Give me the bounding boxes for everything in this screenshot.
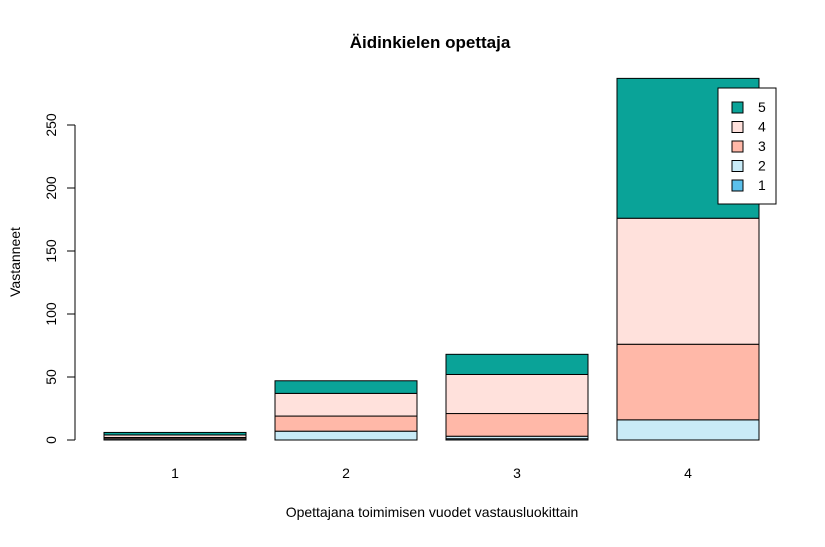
x-tick-label: 2 xyxy=(342,465,350,481)
bar-segment-2-series-5 xyxy=(274,380,418,394)
x-tick-label: 3 xyxy=(513,465,521,481)
legend-label-4: 4 xyxy=(758,119,766,135)
bar-segment-4-series-3 xyxy=(616,343,760,421)
y-tick-label: 150 xyxy=(43,239,59,263)
bar-segment-2-series-3 xyxy=(274,415,418,432)
x-axis-label: Opettajana toimimisen vuodet vastausluok… xyxy=(286,504,579,520)
legend-swatch-3 xyxy=(731,140,744,153)
y-tick-label: 250 xyxy=(43,113,59,137)
bar-segment-3-series-4 xyxy=(445,373,589,415)
bar-segment-4-series-2 xyxy=(616,419,760,441)
legend-label-3: 3 xyxy=(758,138,766,154)
legend-swatch-4 xyxy=(731,121,744,133)
y-tick-label: 100 xyxy=(43,302,59,326)
y-tick-label: 0 xyxy=(43,436,59,444)
bar-segment-2-series-4 xyxy=(274,392,418,417)
y-tick-label: 200 xyxy=(43,176,59,200)
legend: 5 4 3 2 1 xyxy=(717,87,777,205)
bar-segment-4-series-4 xyxy=(616,217,760,345)
legend-box xyxy=(717,87,777,205)
legend-swatch-1 xyxy=(731,179,744,192)
bar-segment-2-series-2 xyxy=(274,430,418,441)
bar-segment-3-series-5 xyxy=(445,353,589,375)
y-tick-label: 50 xyxy=(43,369,59,385)
y-axis-label: Vastanneet xyxy=(7,227,23,297)
x-tick-label: 1 xyxy=(171,465,179,481)
x-tick-label: 4 xyxy=(684,465,692,481)
legend-label-2: 2 xyxy=(758,158,766,174)
legend-label-5: 5 xyxy=(758,99,766,115)
bars xyxy=(103,77,760,441)
y-axis: 0 50 100 150 200 250 xyxy=(43,113,76,444)
x-axis-tick-labels: 1 2 3 4 xyxy=(171,465,692,481)
legend-swatch-5 xyxy=(731,101,744,114)
bar-segment-3-series-3 xyxy=(445,413,589,437)
legend-swatch-2 xyxy=(731,160,744,172)
bar-segment-1-series-5 xyxy=(103,431,247,436)
chart-title: Äidinkielen opettaja xyxy=(350,33,511,52)
legend-label-1: 1 xyxy=(758,177,766,193)
